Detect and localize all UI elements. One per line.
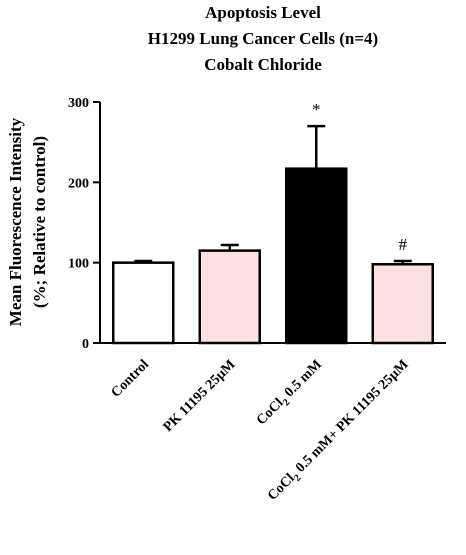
y-tick-label-200: 200	[68, 176, 89, 191]
bar-2	[198, 249, 261, 345]
x-tick-label-3-rest: 0.5 mM	[280, 357, 326, 403]
bar-1	[112, 261, 175, 345]
y-axis-label-line-1: Mean Fluorescence Intensity	[6, 117, 25, 326]
significance-marker-3: *	[312, 100, 321, 119]
title-line-1: Apoptosis Level	[205, 3, 321, 22]
x-tick-label-1: Control	[109, 357, 153, 401]
significance-marker-4: #	[399, 235, 408, 254]
x-tick-label-4-subscript: 2	[292, 473, 303, 484]
x-tick-label-3-subscript: 2	[281, 397, 292, 408]
x-tick-label-3: CoCl2 0.5 mM	[254, 357, 327, 430]
bar-3	[285, 167, 348, 345]
y-axis-label: Mean Fluorescence Intensity (%; Relative …	[6, 117, 49, 326]
y-tick-label-300: 300	[68, 96, 89, 111]
x-tick-label-4: CoCl2 0.5 mM+ PK 11195 25µM	[265, 357, 414, 506]
chart-title: Apoptosis Level H1299 Lung Cancer Cells (…	[148, 3, 378, 74]
y-tick-label-100: 100	[68, 257, 89, 272]
x-tick-label-2: PK 11195 25µM	[161, 357, 239, 435]
bars: *#	[112, 100, 434, 345]
y-axis-label-line-2: (%; Relative to control)	[30, 136, 49, 308]
title-line-2: H1299 Lung Cancer Cells (n=4)	[148, 29, 378, 48]
bar-4	[371, 263, 434, 345]
y-tick-label-0: 0	[82, 337, 89, 352]
title-line-3: Cobalt Chloride	[204, 55, 322, 74]
